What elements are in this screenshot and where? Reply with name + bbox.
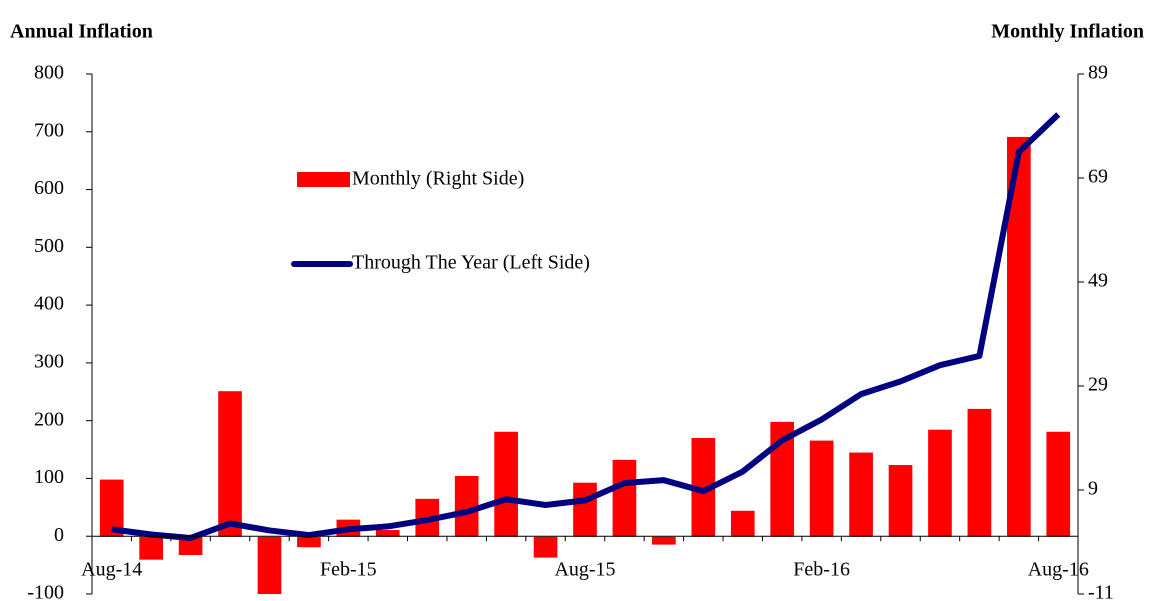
y2-tick-label: 69 <box>1088 166 1108 188</box>
bar <box>257 536 282 594</box>
y-tick-label: 200 <box>34 408 64 430</box>
y2-tick-label: 49 <box>1088 270 1108 292</box>
legend-label: Through The Year (Left Side) <box>352 252 590 274</box>
y-tick-label: 700 <box>34 119 64 141</box>
bar <box>218 391 242 537</box>
bar <box>809 440 834 537</box>
bar <box>494 431 518 537</box>
y2-tick-label: 29 <box>1088 374 1108 396</box>
x-tick-label: Aug-14 <box>81 559 142 581</box>
bar <box>691 438 716 537</box>
y-axis-label: Annual Inflation <box>10 21 153 43</box>
bar <box>178 536 203 555</box>
bar <box>888 465 913 537</box>
bar <box>730 510 755 537</box>
legend-swatch <box>297 172 350 187</box>
line <box>111 112 1061 541</box>
bar <box>770 421 795 537</box>
bar <box>928 429 952 537</box>
x-tick-label: Aug-15 <box>554 559 615 581</box>
y-tick-label: 0 <box>54 524 64 546</box>
y2-axis-label: Monthly Inflation <box>991 21 1144 43</box>
bar <box>297 536 321 548</box>
legend-label: Monthly (Right Side) <box>352 168 524 190</box>
bar <box>1007 136 1031 537</box>
y2-tick-label: -11 <box>1088 582 1114 601</box>
bar <box>1046 431 1071 537</box>
y2-tick-label: 89 <box>1088 62 1108 84</box>
bar <box>454 475 479 537</box>
bar <box>139 536 163 560</box>
x-tick-label: Aug-16 <box>1028 559 1089 581</box>
bar <box>533 536 558 558</box>
bar <box>849 452 873 537</box>
x-tick-label: Feb-16 <box>793 559 850 581</box>
y-tick-label: 300 <box>34 350 64 372</box>
bar <box>375 530 400 537</box>
bar <box>99 479 124 537</box>
y-tick-label: 600 <box>34 177 64 199</box>
bar <box>652 536 676 545</box>
y-tick-label: 100 <box>34 466 64 488</box>
bar <box>573 482 597 537</box>
bar <box>612 459 637 537</box>
bar <box>967 408 992 537</box>
x-tick-label: Feb-15 <box>320 559 377 581</box>
y-tick-label: 800 <box>34 62 64 84</box>
y-tick-label: -100 <box>27 582 64 601</box>
y-tick-label: 400 <box>34 293 64 315</box>
y2-tick-label: 9 <box>1088 478 1098 500</box>
y-tick-label: 500 <box>34 235 64 257</box>
